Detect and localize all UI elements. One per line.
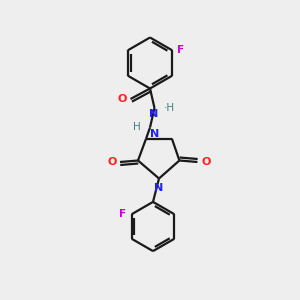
Text: H: H bbox=[133, 122, 140, 133]
Text: ·H: ·H bbox=[164, 103, 175, 113]
Text: O: O bbox=[107, 157, 116, 167]
Text: N: N bbox=[150, 129, 159, 139]
Text: N: N bbox=[149, 110, 158, 119]
Text: O: O bbox=[201, 157, 210, 167]
Text: N: N bbox=[154, 183, 164, 193]
Text: F: F bbox=[178, 45, 184, 55]
Text: F: F bbox=[119, 209, 126, 219]
Text: O: O bbox=[118, 94, 127, 104]
